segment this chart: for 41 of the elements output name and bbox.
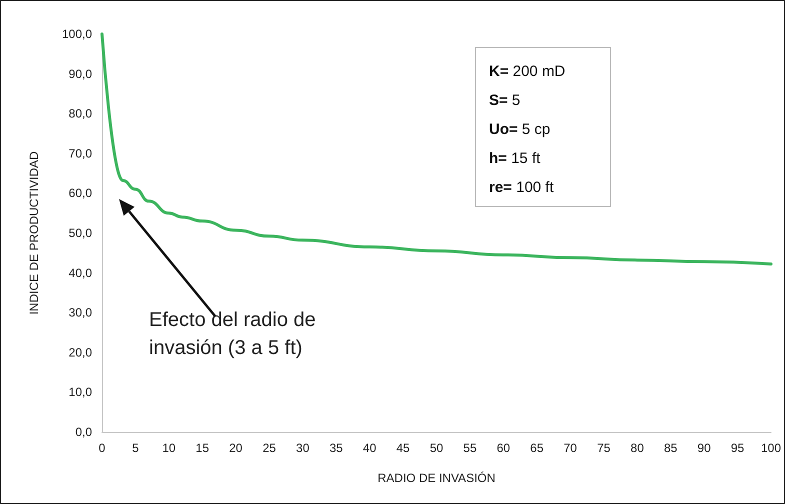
y-tick-label: 30,0 xyxy=(68,306,92,320)
annotation: S= 5 xyxy=(489,92,520,109)
y-tick-label: 10,0 xyxy=(68,385,92,400)
x-tick-label: 65 xyxy=(530,441,544,455)
annotation: K= 200 mD xyxy=(489,63,566,80)
x-tick-label: 80 xyxy=(630,441,644,455)
x-axis-title: RADIO DE INVASIÓN xyxy=(378,471,496,485)
y-tick-label: 70,0 xyxy=(68,146,92,160)
y-tick-label: 80,0 xyxy=(68,106,92,121)
y-tick-label: 100,0 xyxy=(62,27,92,41)
annotation: h= 15 ft xyxy=(489,150,542,167)
y-tick-label: 60,0 xyxy=(68,186,92,200)
y-tick-label: 50,0 xyxy=(68,226,92,240)
x-tick-label: 15 xyxy=(196,441,210,455)
x-tick-label: 45 xyxy=(396,441,410,455)
x-tick-label: 40 xyxy=(362,441,377,455)
x-tick-label: 70 xyxy=(564,441,578,455)
x-tick-label: 55 xyxy=(463,441,477,455)
line-series xyxy=(100,32,772,266)
x-tick-label: 60 xyxy=(496,441,510,455)
y-tick-label: 20,0 xyxy=(68,345,92,360)
x-tick-label: 90 xyxy=(697,441,712,455)
x-tick-label: 35 xyxy=(329,441,344,455)
annotation: Uo= 5 cp xyxy=(489,121,550,138)
annotation: re= 100 ft xyxy=(489,179,554,196)
x-tick-label: 25 xyxy=(262,441,276,455)
x-tick-label: 75 xyxy=(597,441,611,455)
x-tick-label: 5 xyxy=(132,441,140,455)
x-tick-label: 95 xyxy=(730,441,745,455)
x-tick-label: 85 xyxy=(664,441,678,455)
x-tick-label: 100 xyxy=(760,441,782,455)
x-tick-label: 20 xyxy=(229,441,243,455)
y-tick-label: 40,0 xyxy=(68,266,92,280)
x-tick-label: 0 xyxy=(98,441,106,455)
y-tick-label: 0,0 xyxy=(75,425,92,439)
annotation: Efecto del radio de invasión (3 a 5 ft) xyxy=(149,309,322,359)
x-tick-label: 10 xyxy=(162,441,176,455)
x-tick-label: 50 xyxy=(430,441,444,455)
y-tick-label: 90,0 xyxy=(68,66,92,81)
y-axis-title: INDICE DE PRODUCTIVIDAD xyxy=(27,151,41,315)
x-tick-label: 30 xyxy=(296,441,310,455)
